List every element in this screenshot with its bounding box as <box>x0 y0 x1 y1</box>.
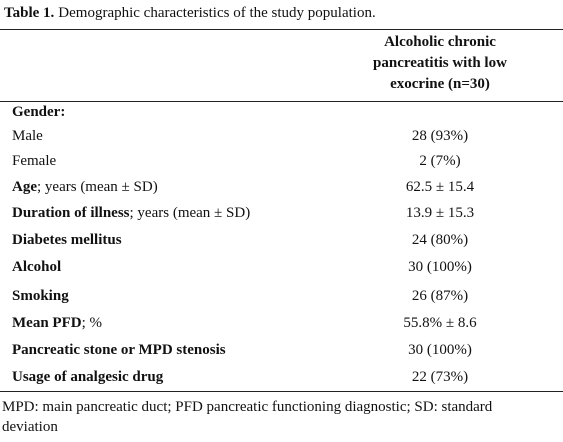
row-label: Usage of analgesic drug <box>12 369 163 386</box>
row-label: Age; years (mean ± SD) <box>12 179 158 196</box>
label-bold: Alcohol <box>12 259 62 275</box>
rule <box>0 391 563 392</box>
label-text: Male <box>12 128 43 144</box>
row-label: Female <box>12 153 56 170</box>
label-text: ; % <box>81 315 102 331</box>
row-value: 28 (93%) <box>411 128 469 144</box>
row-value: 30 (100%) <box>408 259 472 275</box>
row-value: 55.8% ± 8.6 <box>403 315 477 331</box>
label-bold: Mean PFD <box>12 315 82 331</box>
label-bold: Pancreatic stone or MPD stenosis <box>12 342 226 358</box>
label-bold: Duration of illness <box>12 205 130 221</box>
label-bold: Age <box>12 179 37 195</box>
row-label: Diabetes mellitus <box>12 232 122 249</box>
row-value: 24 (80%) <box>411 232 469 248</box>
row-label: Pancreatic stone or MPD stenosis <box>12 342 226 359</box>
rule <box>0 101 563 102</box>
label-bold: Diabetes mellitus <box>12 232 122 248</box>
row-value: 26 (87%) <box>411 288 469 304</box>
row-label: Mean PFD; % <box>12 315 102 332</box>
row-label: Alcohol <box>12 259 61 276</box>
row-value: 62.5 ± 15.4 <box>405 179 475 195</box>
row-label: Male <box>12 128 43 145</box>
label-bold: Usage of analgesic drug <box>12 369 164 385</box>
header-line: exocrine (n=30) <box>390 76 490 92</box>
row-value: 2 (7%) <box>419 153 461 169</box>
row-label: Duration of illness; years (mean ± SD) <box>12 205 250 222</box>
label-bold: Smoking <box>12 288 69 304</box>
row-label: Gender: <box>12 104 65 121</box>
row-value: 30 (100%) <box>408 342 472 358</box>
header-line: Alcoholic chronic <box>384 34 496 50</box>
label-text: ; years (mean ± SD) <box>129 205 251 221</box>
footnote: MPD: main pancreatic duct; PFD pancreati… <box>2 399 493 435</box>
caption-label: Table 1. <box>4 5 55 21</box>
row-value: 22 (73%) <box>411 369 469 385</box>
label-text: ; years (mean ± SD) <box>37 179 158 195</box>
row-label: Smoking <box>12 288 69 305</box>
row-value: 13.9 ± 15.3 <box>405 205 475 221</box>
label-text: Female <box>12 153 57 169</box>
header-line: pancreatitis with low <box>373 55 507 71</box>
caption-text: Demographic characteristics of the study… <box>58 5 376 21</box>
label-bold: Gender: <box>12 104 66 120</box>
caption: Table 1. Demographic characteristics of t… <box>4 5 376 22</box>
rule <box>0 29 563 30</box>
